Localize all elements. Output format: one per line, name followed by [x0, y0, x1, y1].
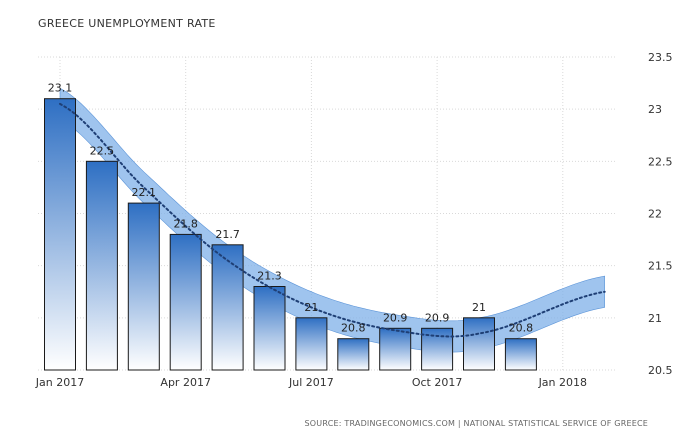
- data-label: 20.9: [425, 311, 450, 324]
- trend-layer: [59, 102, 606, 338]
- x-tick-label: Jan 2017: [35, 376, 84, 389]
- bar: [295, 317, 328, 371]
- data-label: 23.1: [48, 82, 73, 95]
- data-label: 22.1: [132, 186, 157, 199]
- y-tick-label: 22: [648, 208, 662, 221]
- trend-line: [59, 102, 606, 338]
- x-tick-label: Jul 2017: [288, 376, 334, 389]
- y-tick-label: 22.5: [648, 155, 673, 168]
- bar: [44, 98, 76, 371]
- data-label: 21: [472, 301, 486, 314]
- y-tick-label: 21: [648, 312, 662, 325]
- bar: [504, 338, 537, 371]
- x-tick-label: Oct 2017: [412, 376, 463, 389]
- x-axis-ticks: Jan 2017 Apr 2017 Jul 2017 Oct 2017 Jan 2018: [35, 376, 587, 389]
- data-label: 20.9: [383, 311, 408, 324]
- chart-title: GREECE UNEMPLOYMENT RATE: [38, 17, 216, 30]
- bar: [463, 317, 495, 371]
- data-label-layer: 23.1 22.5 22.1 21.8 21.7 21.3 21 20.8 20.9 20.9 21…: [48, 82, 533, 335]
- bar: [85, 160, 118, 371]
- bar: [169, 233, 202, 371]
- data-label: 21.8: [173, 217, 198, 230]
- bar: [127, 202, 160, 371]
- data-label: 20.8: [341, 322, 366, 335]
- source-note: SOURCE: TRADINGECONOMICS.COM | NATIONAL …: [305, 419, 649, 428]
- y-tick-label: 23: [648, 103, 662, 116]
- bar: [337, 338, 370, 371]
- y-tick-label: 21.5: [648, 260, 673, 273]
- data-label: 21.3: [257, 270, 282, 283]
- x-tick-label: Apr 2017: [160, 376, 211, 389]
- bar: [253, 286, 286, 371]
- data-label: 22.5: [90, 144, 115, 157]
- y-axis-ticks: 20.5 21 21.5 22 22.5 23 23.5: [648, 51, 673, 377]
- y-tick-label: 20.5: [648, 364, 673, 377]
- bar: [211, 244, 244, 371]
- y-tick-label: 23.5: [648, 51, 673, 64]
- x-tick-label: Jan 2018: [538, 376, 587, 389]
- data-label: 21.7: [215, 228, 240, 241]
- bar: [379, 327, 412, 371]
- data-label: 21: [304, 301, 318, 314]
- data-label: 20.8: [509, 322, 534, 335]
- bar-layer: [44, 98, 537, 371]
